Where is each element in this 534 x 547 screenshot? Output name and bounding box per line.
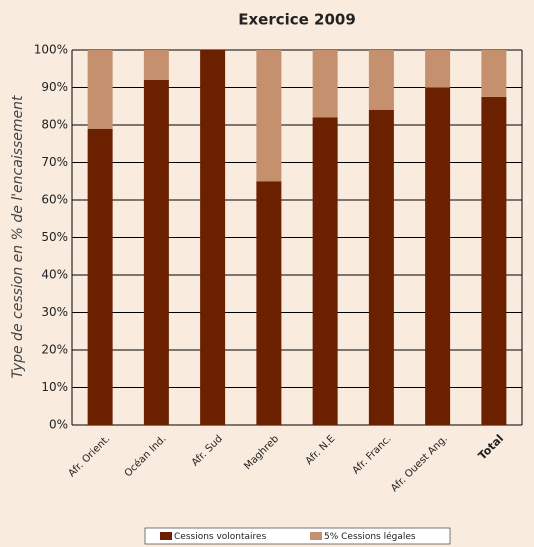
x-tick-label: Afr. Franc.	[351, 433, 394, 476]
y-tick-label: 100%	[34, 43, 68, 57]
bar-segment	[368, 110, 394, 425]
bar-segment	[200, 50, 226, 425]
bar-segment	[368, 50, 394, 110]
y-tick-label: 90%	[41, 80, 68, 94]
y-tick-label: 50%	[41, 230, 68, 244]
y-tick-label: 40%	[41, 268, 68, 282]
bar-segment	[425, 50, 451, 88]
x-tick-label: Total	[476, 432, 506, 462]
y-tick-label: 60%	[41, 193, 68, 207]
x-tick-label: Océan Ind.	[122, 433, 169, 480]
bar-segment	[143, 50, 169, 80]
legend-swatch	[160, 532, 172, 540]
x-tick-label: Afr. Orient.	[66, 433, 112, 479]
chart-title: Exercice 2009	[238, 11, 356, 29]
x-tick-label: Afr. Ouest Ang.	[389, 433, 450, 494]
bar-segment	[312, 50, 338, 118]
x-tick-label: Maghreb	[242, 433, 281, 472]
bar-segment	[256, 181, 282, 425]
y-axis-label: Type de cession en % de l'encaissement	[10, 95, 26, 379]
x-tick-label: Afr. N.E	[304, 433, 338, 467]
legend-label: 5% Cessions légales	[324, 531, 416, 542]
bar-segment	[87, 50, 113, 129]
bar-segment	[481, 50, 507, 97]
y-tick-label: 70%	[41, 155, 68, 169]
bar-segment	[143, 80, 169, 425]
y-tick-label: 30%	[41, 305, 68, 319]
legend-swatch	[310, 532, 322, 540]
bar-segment	[87, 128, 113, 425]
bar-segment	[425, 87, 451, 425]
y-tick-label: 20%	[41, 343, 68, 357]
legend-label: Cessions volontaires	[174, 532, 267, 542]
bar-segment	[481, 96, 507, 425]
y-tick-label: 0%	[49, 418, 68, 432]
legend-box	[144, 527, 451, 545]
x-tick-label: Afr. Sud	[190, 433, 225, 468]
bar-segment	[256, 50, 282, 182]
y-tick-label: 10%	[41, 380, 68, 394]
bar-segment	[312, 117, 338, 425]
y-tick-label: 80%	[41, 118, 68, 132]
